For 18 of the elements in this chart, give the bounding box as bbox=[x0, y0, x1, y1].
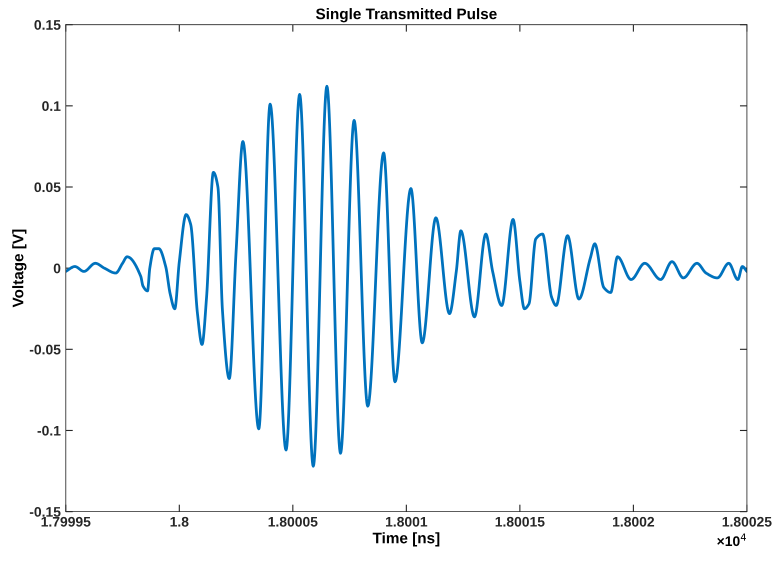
y-tick-label: 0.15 bbox=[34, 20, 61, 30]
y-tick-label: -0.1 bbox=[38, 426, 61, 436]
x-tick-label: 1.79995 bbox=[42, 516, 91, 527]
x-tick-label: 1.8002 bbox=[613, 516, 654, 527]
x-tick-label: 1.8001 bbox=[386, 516, 428, 527]
y-tick-label: -0.05 bbox=[30, 344, 61, 354]
x-tick-label: 1.80025 bbox=[722, 516, 772, 527]
text: ×10$^{4}$ bbox=[717, 534, 746, 546]
y-tick-label: -0.15 bbox=[30, 506, 61, 517]
y-tick-label: 0.1 bbox=[42, 101, 61, 112]
y-axis-title: Voltage [V] bbox=[12, 230, 26, 308]
x-tick-label: 1.80005 bbox=[268, 516, 318, 527]
y-tick-label: 0 bbox=[54, 263, 60, 274]
x-tick-label: 1.80015 bbox=[496, 516, 545, 527]
x-axis-title: Time [ns] bbox=[372, 532, 440, 546]
x-tick-label: 1.8 bbox=[170, 516, 189, 527]
y-tick-label: 0.05 bbox=[34, 182, 61, 192]
chart-title: Single Transmitted Pulse bbox=[316, 8, 497, 22]
